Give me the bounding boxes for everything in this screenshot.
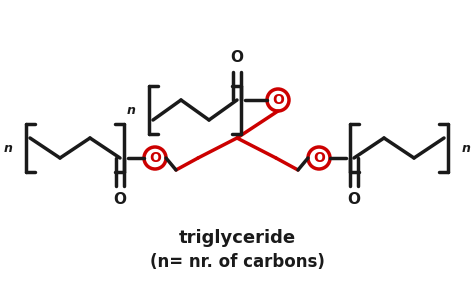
Text: (n= nr. of carbons): (n= nr. of carbons) — [150, 253, 324, 271]
Text: O: O — [313, 151, 325, 165]
Text: O: O — [149, 151, 161, 165]
Text: O: O — [272, 93, 284, 107]
Text: n: n — [4, 141, 12, 155]
Text: n: n — [462, 141, 470, 155]
Text: triglyceride: triglyceride — [178, 229, 296, 247]
Text: n: n — [127, 104, 136, 116]
Text: O: O — [347, 193, 361, 207]
Text: O: O — [113, 193, 127, 207]
Text: O: O — [230, 51, 244, 65]
